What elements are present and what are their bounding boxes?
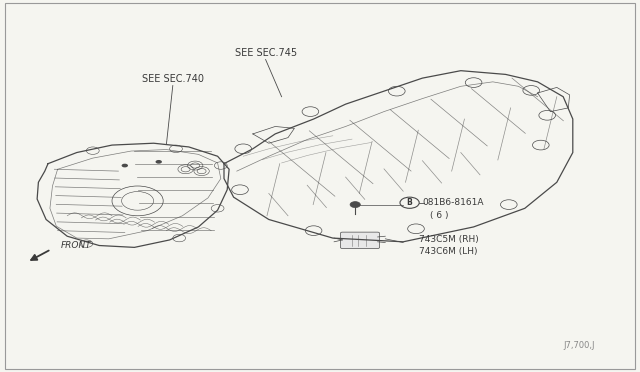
Text: ( 6 ): ( 6 ) bbox=[430, 211, 449, 220]
Circle shape bbox=[122, 164, 128, 167]
Text: 743C5M (RH): 743C5M (RH) bbox=[419, 235, 479, 244]
Circle shape bbox=[156, 160, 162, 164]
FancyBboxPatch shape bbox=[340, 232, 380, 248]
Text: 743C6M (LH): 743C6M (LH) bbox=[419, 247, 477, 256]
Text: J7,700,J: J7,700,J bbox=[564, 341, 595, 350]
Text: 081B6-8161A: 081B6-8161A bbox=[422, 198, 484, 207]
Text: B: B bbox=[407, 198, 412, 207]
Text: SEE SEC.745: SEE SEC.745 bbox=[234, 48, 297, 58]
Circle shape bbox=[350, 202, 360, 208]
Text: FRONT: FRONT bbox=[61, 241, 92, 250]
Text: SEE SEC.740: SEE SEC.740 bbox=[142, 74, 204, 84]
